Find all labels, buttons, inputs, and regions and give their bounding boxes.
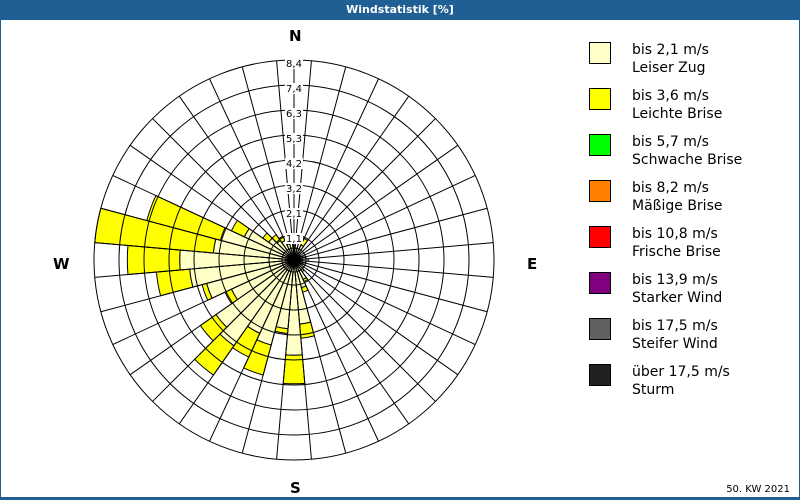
legend-swatch [589, 180, 611, 202]
legend-speed: bis 13,9 m/s [632, 272, 718, 288]
chart-title: Windstatistik [%] [346, 3, 454, 16]
legend-name: Frische Brise [632, 244, 721, 260]
legend-swatch [589, 272, 611, 294]
legend-speed: bis 17,5 m/s [632, 318, 718, 334]
bottom-border [0, 497, 800, 500]
legend-swatch [589, 42, 611, 64]
legend-name: Leichte Brise [632, 106, 723, 122]
ring-label: 1,1 [286, 234, 302, 245]
legend-swatch [589, 318, 611, 340]
ring-label: 8,4 [286, 59, 302, 70]
compass-south-label: S [290, 479, 301, 497]
compass-east-label: E [527, 255, 538, 273]
legend-speed: bis 8,2 m/s [632, 180, 709, 196]
legend-name: Leiser Zug [632, 60, 706, 76]
legend-swatch [589, 364, 611, 386]
legend-speed: bis 10,8 m/s [632, 226, 718, 242]
legend-speed: bis 2,1 m/s [632, 42, 709, 58]
legend-name: Starker Wind [632, 290, 723, 306]
chart-title-bar: Windstatistik [%] [0, 0, 800, 20]
legend-speed: bis 3,6 m/s [632, 88, 709, 104]
compass-north-label: N [289, 27, 302, 45]
ring-label: 5,3 [286, 134, 302, 145]
ring-label: 7,4 [286, 84, 302, 95]
ring-label: 3,2 [286, 184, 302, 195]
legend-name: Schwache Brise [632, 152, 743, 168]
legend-speed: über 17,5 m/s [632, 364, 730, 380]
ring-label: 4,2 [286, 159, 302, 170]
legend-swatch [589, 134, 611, 156]
legend-swatch [589, 88, 611, 110]
compass-west-label: W [53, 255, 70, 273]
ring-label: 2,1 [286, 209, 302, 220]
legend-swatch [589, 226, 611, 248]
period-label: 50. KW 2021 [726, 484, 790, 495]
legend-name: Sturm [632, 382, 675, 398]
ring-label: 6,3 [286, 109, 302, 120]
legend-name: Steifer Wind [632, 336, 718, 352]
legend-speed: bis 5,7 m/s [632, 134, 709, 150]
legend-name: Mäßige Brise [632, 198, 723, 214]
